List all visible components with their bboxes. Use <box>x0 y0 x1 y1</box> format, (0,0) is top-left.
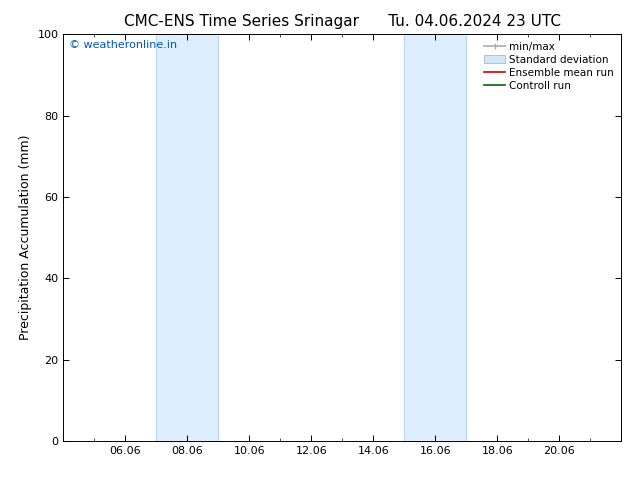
Title: CMC-ENS Time Series Srinagar      Tu. 04.06.2024 23 UTC: CMC-ENS Time Series Srinagar Tu. 04.06.2… <box>124 14 561 29</box>
Text: © weatheronline.in: © weatheronline.in <box>69 40 177 50</box>
Y-axis label: Precipitation Accumulation (mm): Precipitation Accumulation (mm) <box>19 135 32 341</box>
Legend: min/max, Standard deviation, Ensemble mean run, Controll run: min/max, Standard deviation, Ensemble me… <box>482 40 616 93</box>
Bar <box>404 34 467 441</box>
Bar <box>157 34 218 441</box>
